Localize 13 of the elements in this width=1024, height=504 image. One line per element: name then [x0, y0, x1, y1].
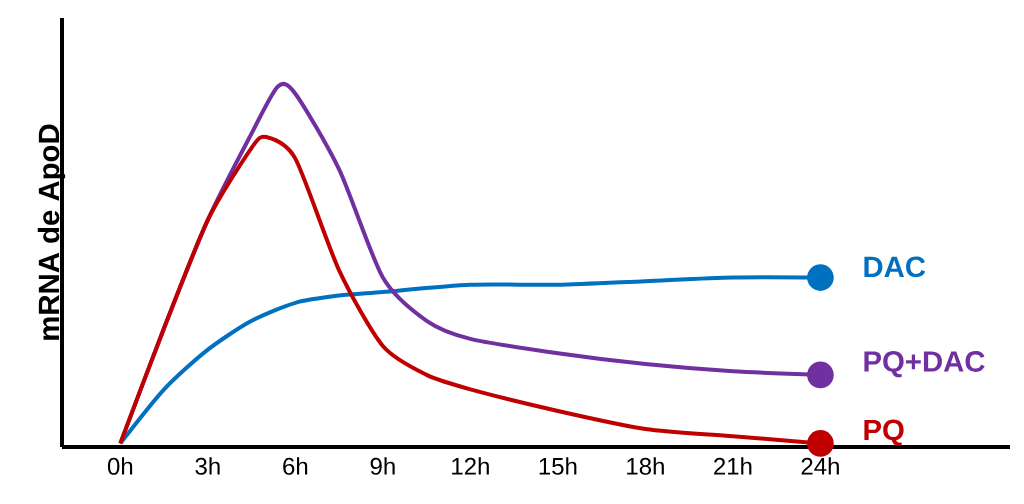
y-axis-title: mRNA de ApoD	[37, 124, 66, 340]
x-tick-label: 6h	[283, 457, 308, 475]
x-tick-label: 24h	[801, 457, 839, 475]
x-tick-label: 18h	[627, 457, 664, 475]
x-tick-label: 3h	[195, 457, 220, 475]
series-label: DAC	[864, 256, 926, 278]
x-tick-label: 15h	[539, 457, 577, 475]
x-tick-label: 9h	[370, 457, 395, 475]
x-tick-label: 12h	[452, 457, 489, 475]
x-tick-label: 21h	[714, 457, 752, 475]
series-label: PQ+DAC	[864, 351, 985, 378]
x-tick-label: 0h	[107, 457, 133, 475]
series-label: PQ	[864, 419, 904, 446]
